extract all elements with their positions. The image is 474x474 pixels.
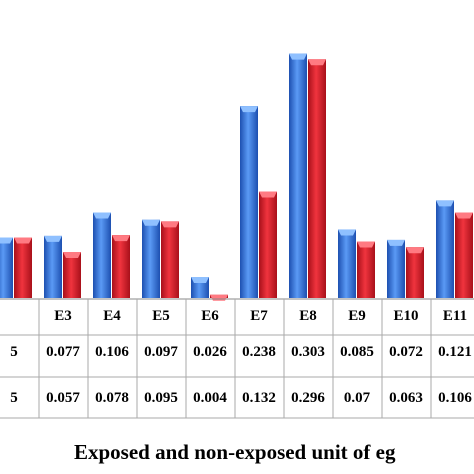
table-cell-e8-s1: 0.303 xyxy=(291,344,325,360)
bar-cap-e10-s1 xyxy=(387,239,405,246)
bar-e9-s2 xyxy=(357,241,375,298)
bar-cap-e11-s1 xyxy=(436,200,454,207)
bar-e2-s1 xyxy=(0,237,13,298)
bar-cap-e11-s2 xyxy=(455,212,473,219)
table-cell-e5-s1: 0.097 xyxy=(144,344,178,360)
table-cell-e7-s1: 0.238 xyxy=(242,344,276,360)
bar-cap-e8-s2 xyxy=(308,59,326,66)
bar-cap-e5-s1 xyxy=(142,219,160,226)
table-cell-e11-s1: 0.121 xyxy=(438,344,472,360)
tick-label-e7: E7 xyxy=(250,308,268,324)
table-cell-e4-s2: 0.078 xyxy=(95,390,129,406)
tick-label-e6: E6 xyxy=(201,308,219,324)
table-cell-e10-s1: 0.072 xyxy=(389,344,423,360)
bar-e5-s1 xyxy=(142,219,160,298)
bar-e11-s1 xyxy=(436,200,454,298)
bar-cap-e9-s2 xyxy=(357,241,375,248)
table-cell-e2-s2: 5 xyxy=(10,390,18,406)
table-cell-e3-s2: 0.057 xyxy=(46,390,80,406)
tick-label-e8: E8 xyxy=(299,308,317,324)
bar-e10-s1 xyxy=(387,239,405,298)
tick-label-e11: E11 xyxy=(443,308,467,324)
data-table: 5 5 0.077 0.057 0.106 0.078 0.097 0.095 0.026 0.0… xyxy=(0,299,474,419)
tick-label-e4: E4 xyxy=(103,308,121,324)
tick-label-e5: E5 xyxy=(152,308,170,324)
bar-cap-e9-s1 xyxy=(338,229,356,236)
bar-e9-s1 xyxy=(338,229,356,298)
table-cell-e9-s1: 0.085 xyxy=(340,344,374,360)
table-cell-e6-s2: 0.004 xyxy=(193,390,227,406)
bar-cap-e6-s1 xyxy=(191,277,209,284)
bar-cap-e2-s2 xyxy=(14,237,32,244)
table-cell-e9-s2: 0.07 xyxy=(344,390,371,406)
table-cell-e7-s2: 0.132 xyxy=(242,390,276,406)
table-cell-e11-s2: 0.106 xyxy=(438,390,472,406)
tick-label-e10: E10 xyxy=(393,308,418,324)
table-cell-e2-s1: 5 xyxy=(10,344,18,360)
bar-e3-s2 xyxy=(63,252,81,298)
bar-e8-s2 xyxy=(308,59,326,299)
bar-e5-s2 xyxy=(161,221,179,298)
table-cell-e4-s1: 0.106 xyxy=(95,344,129,360)
table-cell-e10-s2: 0.063 xyxy=(389,390,423,406)
bar-cap-e2-s1 xyxy=(0,237,13,244)
table-cell-e8-s2: 0.296 xyxy=(291,390,325,406)
bar-e10-s2 xyxy=(406,247,424,298)
bar-cap-e7-s1 xyxy=(240,106,258,113)
table-cell-e3-s1: 0.077 xyxy=(46,344,80,360)
bar-cap-e7-s2 xyxy=(259,191,277,198)
bar-e11-s2 xyxy=(455,212,473,298)
table-cell-e6-s1: 0.026 xyxy=(193,344,227,360)
bar-cap-e10-s2 xyxy=(406,247,424,254)
bar-e2-s2 xyxy=(14,237,32,298)
bar-e4-s2 xyxy=(112,235,130,298)
tick-label-e3: E3 xyxy=(54,308,72,324)
tick-labels: E3E4E5E6E7E8E9E10E11E xyxy=(54,308,467,324)
bar-e8-s1 xyxy=(289,53,307,299)
bar-cap-e8-s1 xyxy=(289,53,307,60)
table-cell-e5-s2: 0.095 xyxy=(144,390,178,406)
bars-group xyxy=(0,53,473,301)
bar-e7-s1 xyxy=(240,106,258,298)
tick-label-e9: E9 xyxy=(348,308,366,324)
bar-e7-s2 xyxy=(259,191,277,298)
bar-cap-e5-s2 xyxy=(161,221,179,228)
bar-cap-e3-s2 xyxy=(63,252,81,259)
x-axis-title: Exposed and non-exposed unit of eg xyxy=(74,440,396,464)
bar-e3-s1 xyxy=(44,235,62,298)
bar-cap-e4-s2 xyxy=(112,235,130,242)
bar-cap-e6-s2 xyxy=(210,294,228,301)
bar-cap-e3-s1 xyxy=(44,235,62,242)
bar-cap-e4-s1 xyxy=(93,212,111,219)
bar-e4-s1 xyxy=(93,212,111,298)
